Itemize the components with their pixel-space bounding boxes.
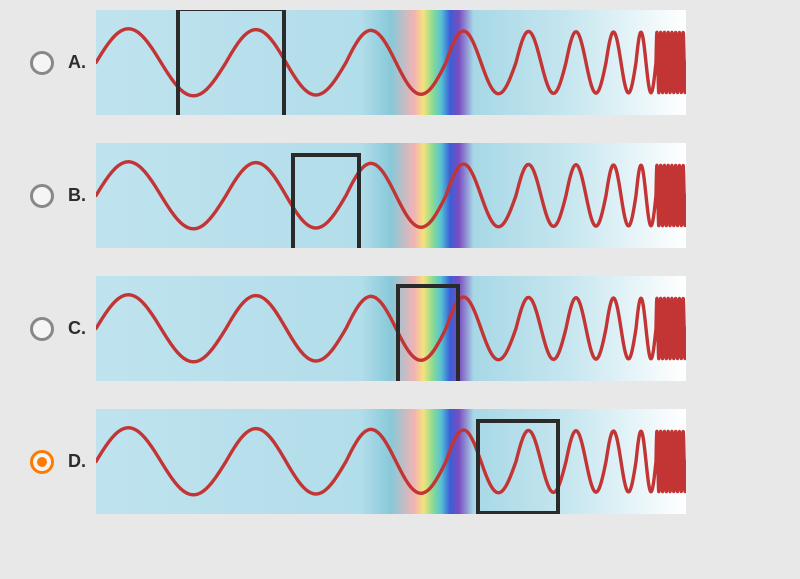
wave-curve <box>96 276 686 381</box>
spectrum-d <box>96 409 686 514</box>
radio-b[interactable] <box>30 184 54 208</box>
option-row-b: B. <box>30 143 780 248</box>
wave-curve <box>96 143 686 248</box>
option-label-c: C. <box>68 318 96 339</box>
spectrum-c <box>96 276 686 381</box>
options-container: A. B. C. D. <box>0 0 800 552</box>
option-row-a: A. <box>30 10 780 115</box>
option-row-c: C. <box>30 276 780 381</box>
spectrum-a <box>96 10 686 115</box>
radio-d[interactable] <box>30 450 54 474</box>
option-label-a: A. <box>68 52 96 73</box>
selection-box-c <box>396 284 460 381</box>
radio-c[interactable] <box>30 317 54 341</box>
spectrum-b <box>96 143 686 248</box>
selection-box-a <box>176 10 286 115</box>
radio-a[interactable] <box>30 51 54 75</box>
option-label-d: D. <box>68 451 96 472</box>
option-label-b: B. <box>68 185 96 206</box>
option-row-d: D. <box>30 409 780 514</box>
wave-curve <box>96 409 686 514</box>
selection-box-d <box>476 419 560 514</box>
selection-box-b <box>291 153 361 248</box>
